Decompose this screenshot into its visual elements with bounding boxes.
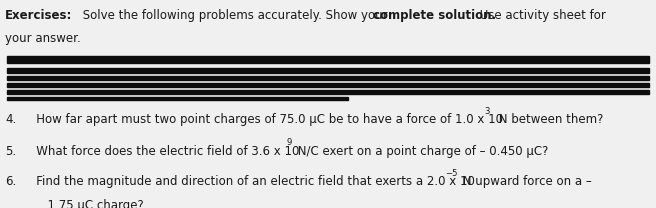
Bar [7, 90, 649, 94]
Text: Find the magnitude and direction of an electric field that exerts a 2.0 x 10: Find the magnitude and direction of an e… [25, 175, 475, 188]
Text: 3: 3 [484, 107, 489, 116]
Bar [7, 56, 649, 63]
Bar [7, 68, 649, 73]
Text: Solve the following problems accurately. Show your: Solve the following problems accurately.… [79, 9, 391, 22]
Text: Use activity sheet for: Use activity sheet for [476, 9, 606, 22]
Text: N upward force on a –: N upward force on a – [459, 175, 592, 188]
Bar [7, 97, 348, 100]
Text: your answer.: your answer. [5, 32, 81, 45]
Text: 1.75 μC charge?: 1.75 μC charge? [25, 199, 144, 208]
Text: N/C exert on a point charge of – 0.450 μC?: N/C exert on a point charge of – 0.450 μ… [294, 145, 548, 158]
Text: complete solution.: complete solution. [373, 9, 496, 22]
Text: 5.: 5. [5, 145, 16, 158]
Bar [7, 76, 649, 80]
Text: −5: −5 [445, 169, 457, 178]
Text: Exercises:: Exercises: [5, 9, 73, 22]
Text: N between them?: N between them? [495, 113, 603, 126]
Text: 6.: 6. [5, 175, 16, 188]
Text: How far apart must two point charges of 75.0 μC be to have a force of 1.0 x 10: How far apart must two point charges of … [25, 113, 503, 126]
Bar [7, 83, 649, 87]
Text: 4.: 4. [5, 113, 16, 126]
Text: What force does the electric field of 3.6 x 10: What force does the electric field of 3.… [25, 145, 299, 158]
Text: 9: 9 [286, 138, 291, 147]
